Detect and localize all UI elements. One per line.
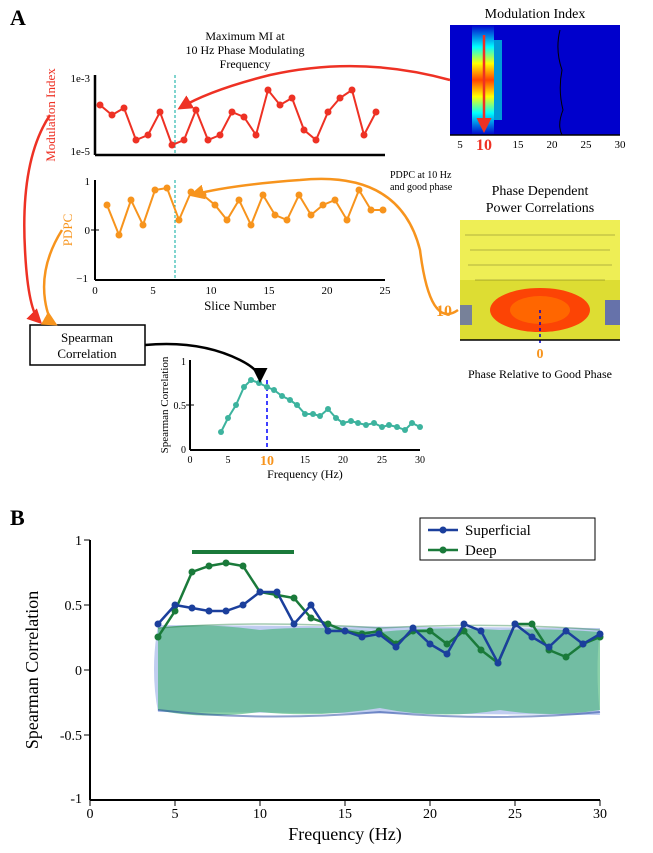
svg-text:1: 1 bbox=[75, 534, 82, 549]
svg-text:0: 0 bbox=[85, 225, 91, 237]
svg-text:20: 20 bbox=[338, 455, 348, 466]
svg-text:20: 20 bbox=[322, 285, 334, 297]
svg-text:20: 20 bbox=[547, 139, 559, 151]
legend-superficial: Superficial bbox=[465, 523, 531, 539]
pdpc-annotation1: PDPC at 10 Hz bbox=[390, 170, 452, 181]
svg-text:15: 15 bbox=[513, 139, 525, 151]
pdpc-heatmap-title2: Power Correlations bbox=[486, 201, 594, 216]
svg-text:5: 5 bbox=[172, 807, 179, 822]
svg-text:−1: −1 bbox=[76, 273, 88, 285]
panel-b-chart: 1 0.5 0 -0.5 -1 Spearman Correlation 0 5… bbox=[22, 518, 607, 845]
mi-ylabel: Modulation Index bbox=[43, 68, 58, 162]
svg-text:0.5: 0.5 bbox=[174, 401, 187, 412]
svg-text:0: 0 bbox=[537, 347, 544, 362]
pdpc-annotation2: and good phase bbox=[390, 182, 453, 193]
spearman-box: Spearman Correlation bbox=[30, 325, 145, 365]
panel-a-svg: Modulation Index 5 10 15 20 25 30 Phase … bbox=[0, 0, 653, 500]
svg-text:25: 25 bbox=[581, 139, 593, 151]
svg-text:0.5: 0.5 bbox=[65, 599, 83, 614]
svg-text:Spearman: Spearman bbox=[61, 330, 113, 345]
svg-text:25: 25 bbox=[380, 285, 392, 297]
svg-text:30: 30 bbox=[593, 807, 607, 822]
svg-text:0: 0 bbox=[75, 664, 82, 679]
mi-line-title2: 10 Hz Phase Modulating bbox=[186, 43, 305, 57]
pdpc-heatmap-title1: Phase Dependent bbox=[492, 184, 589, 199]
svg-text:10: 10 bbox=[206, 285, 218, 297]
panel-b-ylabel: Spearman Correlation bbox=[22, 591, 42, 749]
pdpc-line-chart: 1 0 −1 PDPC 0 5 10 15 20 25 Slice Number PDP… bbox=[60, 170, 453, 313]
pdpc-heatmap-xlabel: Phase Relative to Good Phase bbox=[468, 367, 612, 381]
svg-text:-1: -1 bbox=[70, 792, 82, 807]
mi-heatmap: Modulation Index 5 10 15 20 25 30 bbox=[450, 7, 626, 154]
svg-text:25: 25 bbox=[377, 455, 387, 466]
spearman-result-ylabel: Spearman Correlation bbox=[159, 356, 171, 453]
pdpc-xlabel: Slice Number bbox=[204, 298, 277, 313]
svg-text:0: 0 bbox=[87, 807, 94, 822]
mi-heatmap-title: Modulation Index bbox=[485, 7, 586, 22]
svg-text:20: 20 bbox=[423, 807, 437, 822]
svg-text:-0.5: -0.5 bbox=[60, 729, 82, 744]
pdpc-ylabel: PDPC bbox=[60, 214, 75, 247]
svg-text:1e-3: 1e-3 bbox=[70, 73, 90, 85]
svg-text:5: 5 bbox=[226, 455, 231, 466]
spearman-result-xlabel: Frequency (Hz) bbox=[267, 467, 343, 481]
figure-container: A Modulation Index bbox=[0, 0, 653, 853]
svg-text:0: 0 bbox=[181, 445, 186, 456]
panel-b-svg: 1 0.5 0 -0.5 -1 Spearman Correlation 0 5… bbox=[0, 510, 653, 850]
panel-b-xlabel: Frequency (Hz) bbox=[288, 824, 401, 845]
svg-text:Correlation: Correlation bbox=[57, 346, 117, 361]
arrow-mi-heatmap-to-line bbox=[180, 66, 450, 108]
svg-text:1: 1 bbox=[85, 176, 91, 188]
svg-text:5: 5 bbox=[150, 285, 156, 297]
svg-text:15: 15 bbox=[338, 807, 352, 822]
svg-text:0: 0 bbox=[92, 285, 98, 297]
svg-text:5: 5 bbox=[457, 139, 463, 151]
svg-text:30: 30 bbox=[415, 455, 425, 466]
legend: Superficial Deep bbox=[420, 518, 595, 560]
svg-text:1e-5: 1e-5 bbox=[70, 146, 90, 158]
mi-line-title1: Maximum MI at bbox=[205, 29, 285, 43]
svg-text:10: 10 bbox=[476, 137, 492, 154]
spearman-result-chart: 1 0.5 0 Spearman Correlation 05 10 15202… bbox=[159, 356, 425, 481]
mi-line-chart: Maximum MI at 10 Hz Phase Modulating Fre… bbox=[43, 29, 385, 162]
svg-text:15: 15 bbox=[300, 455, 310, 466]
svg-text:30: 30 bbox=[615, 139, 627, 151]
svg-text:15: 15 bbox=[264, 285, 276, 297]
svg-text:10: 10 bbox=[253, 807, 267, 822]
mi-line-title3: Frequency bbox=[220, 57, 271, 71]
svg-text:0: 0 bbox=[188, 455, 193, 466]
pdpc-heatmap: Phase Dependent Power Correlations 10 0 … bbox=[436, 184, 620, 381]
legend-deep: Deep bbox=[465, 543, 497, 559]
svg-text:25: 25 bbox=[508, 807, 522, 822]
svg-text:1: 1 bbox=[181, 357, 186, 368]
